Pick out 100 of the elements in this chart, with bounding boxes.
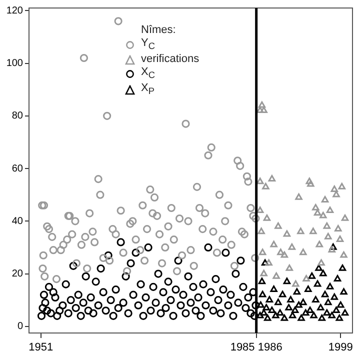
point (302, 275, 310, 282)
point (306, 306, 314, 314)
point (310, 312, 318, 318)
point (332, 306, 340, 314)
point (314, 209, 322, 216)
point (308, 272, 316, 279)
point (274, 298, 282, 306)
point (340, 251, 348, 258)
point (277, 248, 284, 256)
point (341, 214, 349, 221)
point (300, 298, 307, 306)
point (283, 278, 291, 284)
point (320, 270, 327, 276)
point (337, 301, 344, 308)
point (258, 101, 266, 108)
point (324, 232, 332, 240)
y-tick-label: 120 (6, 5, 24, 16)
point (274, 222, 282, 229)
point (334, 275, 342, 282)
point (291, 306, 299, 314)
point (316, 240, 324, 248)
y-tick-label: 100 (6, 58, 24, 70)
point (260, 106, 268, 114)
point (285, 304, 292, 310)
point (292, 280, 300, 287)
y-tick-label: 40 (12, 216, 24, 227)
point (318, 259, 325, 266)
point (307, 180, 314, 187)
point (314, 280, 322, 287)
point (326, 206, 334, 214)
legend-label: X$_{C}$ (141, 66, 155, 82)
point (338, 182, 346, 190)
point (276, 309, 284, 316)
point (321, 196, 329, 203)
point (326, 282, 334, 290)
point (338, 264, 346, 271)
point (268, 306, 276, 314)
point (334, 225, 342, 232)
point (260, 270, 268, 276)
point (306, 178, 314, 184)
point (283, 230, 291, 237)
point (288, 243, 296, 250)
point (262, 182, 270, 190)
legend-title: Nîmes: (141, 24, 177, 37)
point (266, 296, 274, 303)
point (278, 290, 286, 298)
point (318, 314, 326, 321)
point (312, 296, 320, 303)
point (328, 246, 336, 253)
point (321, 290, 329, 298)
point (298, 314, 305, 321)
legend-label: X$_{P}$ (141, 82, 154, 99)
y-tick-label: 60 (12, 163, 24, 174)
point (328, 312, 336, 318)
point (323, 222, 331, 229)
point (312, 204, 320, 210)
point (261, 259, 269, 266)
point (272, 312, 280, 318)
point (341, 309, 349, 316)
y-tick-label: 80 (12, 110, 24, 122)
point (258, 290, 266, 298)
point (258, 248, 266, 256)
point (323, 309, 331, 316)
point (293, 288, 301, 295)
point (317, 304, 324, 310)
x-tick-label: 1951 (28, 342, 54, 354)
point (262, 304, 270, 310)
point (324, 298, 332, 306)
point (295, 193, 302, 200)
point (297, 228, 304, 234)
point (280, 251, 288, 258)
point (295, 301, 302, 308)
point (268, 175, 276, 182)
point (330, 186, 338, 192)
point (270, 286, 278, 292)
point (265, 259, 272, 266)
point (304, 286, 312, 292)
point (330, 293, 338, 300)
point (320, 212, 327, 218)
point (272, 272, 280, 279)
point (310, 228, 317, 234)
point (280, 314, 288, 321)
point (330, 243, 337, 250)
point (336, 314, 343, 321)
legend-label: Y$_{C}$ (141, 37, 155, 54)
point (257, 301, 264, 308)
point (300, 248, 307, 256)
point (258, 278, 266, 284)
point (302, 309, 310, 316)
point (264, 314, 272, 321)
y-tick-label: 0 (17, 321, 24, 332)
legend-label: verifications (141, 53, 200, 66)
point (260, 309, 268, 316)
point (270, 240, 278, 248)
x-tick-label: 1999 (328, 342, 353, 354)
point (336, 236, 344, 242)
y-tick-label: 20 (12, 268, 24, 280)
point (263, 214, 271, 221)
point (286, 264, 294, 271)
x-tick-label: 1985 1986 (230, 342, 282, 354)
